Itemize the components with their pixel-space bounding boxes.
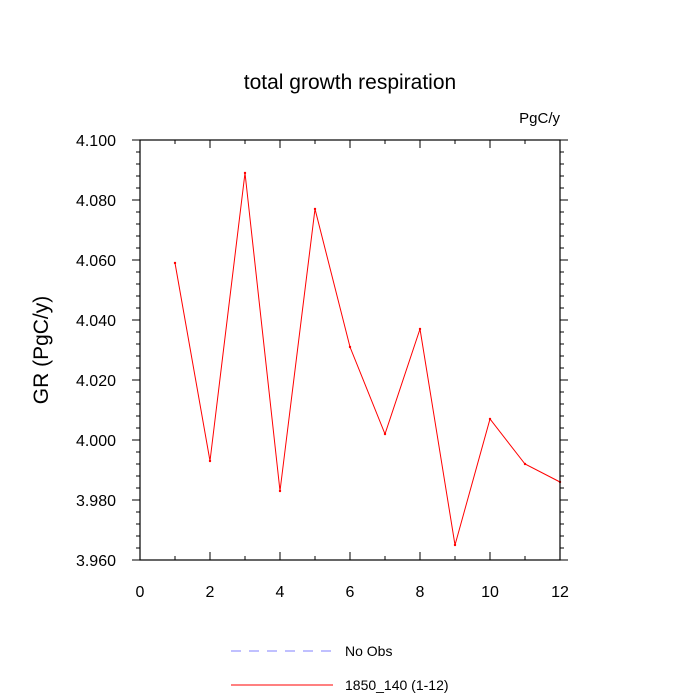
x-tick-label: 4 (276, 584, 285, 601)
legend-label: 1850_140 (1-12) (345, 677, 449, 693)
axis-ticks: 0 2 4 6 8 10 12 3.960 3.980 4.000 4.020 4.040 4.060 4… (76, 133, 569, 601)
y-tick-label: 3.980 (76, 493, 116, 510)
units-label: PgC/y (519, 110, 560, 127)
x-tick-label: 6 (346, 584, 355, 601)
x-tick-label: 2 (206, 584, 215, 601)
x-tick-label: 12 (551, 584, 569, 601)
data-point (488, 417, 492, 421)
data-point (453, 543, 457, 547)
legend: No Obs 1850_140 (1-12) (231, 643, 449, 693)
data-point (243, 171, 247, 175)
y-tick-label: 4.020 (76, 373, 116, 390)
y-tick-label: 4.100 (76, 133, 116, 150)
series-layer (173, 171, 562, 547)
chart-title: total growth respiration (244, 71, 456, 94)
x-tick-label: 0 (136, 584, 145, 601)
data-point (173, 261, 177, 265)
y-tick-label: 4.040 (76, 313, 116, 330)
legend-label: No Obs (345, 643, 392, 659)
y-tick-label: 4.000 (76, 433, 116, 450)
data-point (523, 462, 527, 466)
series-line (174, 172, 561, 546)
y-tick-label: 4.060 (76, 253, 116, 270)
y-tick-label: 4.080 (76, 193, 116, 210)
data-point (313, 207, 317, 211)
data-point (383, 432, 387, 436)
plot-frame (139, 139, 561, 561)
y-tick-label: 3.960 (76, 553, 116, 570)
data-point (348, 345, 352, 349)
data-point (208, 459, 212, 463)
y-axis-label: GR (PgC/y) (30, 296, 53, 405)
data-point (278, 489, 282, 493)
data-point (418, 327, 422, 331)
x-tick-label: 8 (416, 584, 425, 601)
x-tick-label: 10 (481, 584, 499, 601)
